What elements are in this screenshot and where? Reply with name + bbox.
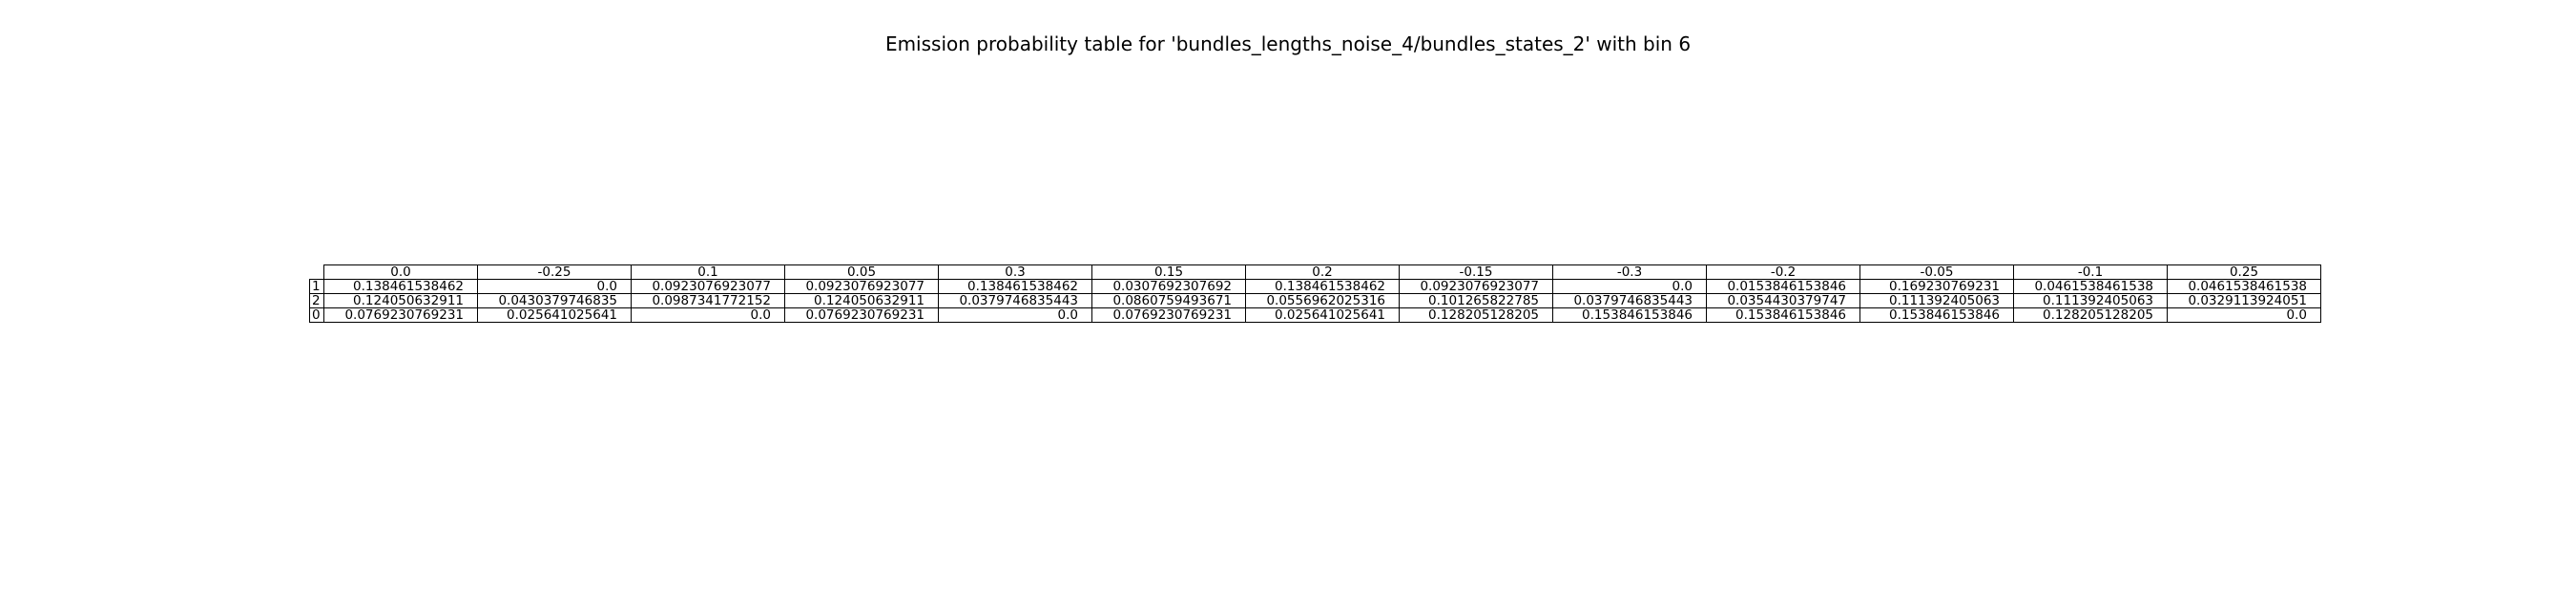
table-cell: 0.0923076923077 <box>631 279 785 294</box>
column-header: 0.0 <box>323 264 478 280</box>
table-cell: 0.101265822785 <box>1399 293 1553 308</box>
row-header: 2 <box>309 293 324 308</box>
table-cell: 0.0 <box>631 307 785 323</box>
column-header: 0.25 <box>2167 264 2321 280</box>
column-header: 0.3 <box>938 264 1092 280</box>
table-cell: 0.153846153846 <box>1706 307 1860 323</box>
table-row: 0 0.0769230769231 0.025641025641 0.0 0.0… <box>309 307 2321 323</box>
table-cell: 0.138461538462 <box>1245 279 1400 294</box>
column-header: 0.15 <box>1091 264 1246 280</box>
table-cell: 0.0556962025316 <box>1245 293 1400 308</box>
table-cell: 0.138461538462 <box>323 279 478 294</box>
table-cell: 0.0379746835443 <box>1552 293 1707 308</box>
table-cell: 0.124050632911 <box>323 293 478 308</box>
table-cell: 0.025641025641 <box>477 307 632 323</box>
emission-probability-table: 0.0 -0.25 0.1 0.05 0.3 0.15 0.2 -0.15 -0… <box>309 264 2321 323</box>
table-cell: 0.128205128205 <box>2013 307 2168 323</box>
table-cell: 0.0379746835443 <box>938 293 1092 308</box>
table-cell: 0.0307692307692 <box>1091 279 1246 294</box>
table-cell: 0.0430379746835 <box>477 293 632 308</box>
column-header: -0.2 <box>1706 264 1860 280</box>
table-cell: 0.128205128205 <box>1399 307 1553 323</box>
table-row: 1 0.138461538462 0.0 0.0923076923077 0.0… <box>309 279 2321 294</box>
table-cell: 0.169230769231 <box>1859 279 2014 294</box>
column-header: 0.05 <box>784 264 939 280</box>
table-cell: 0.0354430379747 <box>1706 293 1860 308</box>
chart-title: Emission probability table for 'bundles_… <box>884 32 1692 55</box>
row-header: 0 <box>309 307 324 323</box>
table-cell: 0.0461538461538 <box>2013 279 2168 294</box>
column-header: -0.25 <box>477 264 632 280</box>
row-header: 1 <box>309 279 324 294</box>
table-cell: 0.0 <box>1552 279 1707 294</box>
column-header: -0.1 <box>2013 264 2168 280</box>
table-cell: 0.0923076923077 <box>784 279 939 294</box>
column-header: 0.2 <box>1245 264 1400 280</box>
table-cell: 0.025641025641 <box>1245 307 1400 323</box>
column-header: 0.1 <box>631 264 785 280</box>
table-cell: 0.0987341772152 <box>631 293 785 308</box>
table-cell: 0.0153846153846 <box>1706 279 1860 294</box>
table-cell: 0.153846153846 <box>1859 307 2014 323</box>
table-row: 2 0.124050632911 0.0430379746835 0.09873… <box>309 293 2321 308</box>
table-header-row: 0.0 -0.25 0.1 0.05 0.3 0.15 0.2 -0.15 -0… <box>310 264 2321 280</box>
table-cell: 0.138461538462 <box>938 279 1092 294</box>
column-header: -0.3 <box>1552 264 1707 280</box>
table-cell: 0.0 <box>938 307 1092 323</box>
table-cell: 0.0329113924051 <box>2167 293 2321 308</box>
table-cell: 0.111392405063 <box>1859 293 2014 308</box>
table-cell: 0.153846153846 <box>1552 307 1707 323</box>
table-corner <box>310 265 324 280</box>
table-cell: 0.124050632911 <box>784 293 939 308</box>
table-cell: 0.0 <box>2167 307 2321 323</box>
table-cell: 0.0923076923077 <box>1399 279 1553 294</box>
column-header: -0.05 <box>1859 264 2014 280</box>
table-cell: 0.0 <box>477 279 632 294</box>
table-cell: 0.0860759493671 <box>1091 293 1246 308</box>
table-cell: 0.0769230769231 <box>323 307 478 323</box>
table-cell: 0.0461538461538 <box>2167 279 2321 294</box>
table-cell: 0.0769230769231 <box>1091 307 1246 323</box>
column-header: -0.15 <box>1399 264 1553 280</box>
table-cell: 0.111392405063 <box>2013 293 2168 308</box>
table-cell: 0.0769230769231 <box>784 307 939 323</box>
